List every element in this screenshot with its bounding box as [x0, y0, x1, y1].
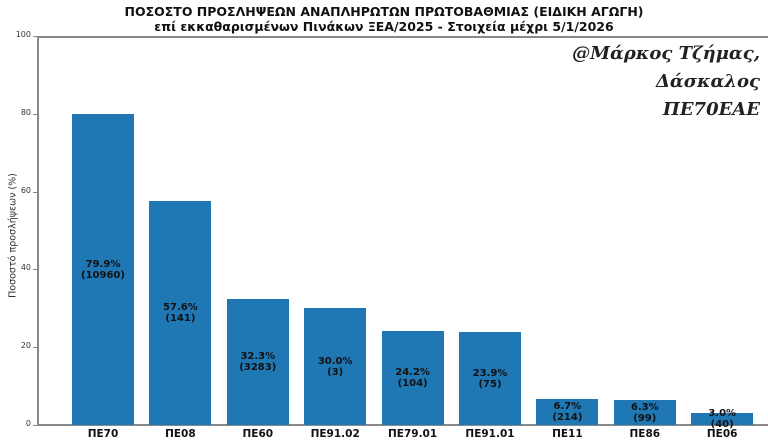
bar: [613, 400, 676, 425]
bar-count: (141): [165, 312, 196, 324]
bar: [459, 332, 521, 425]
bar-value-label: 6.7% (214): [536, 401, 598, 423]
bar: [226, 299, 289, 425]
bar: [536, 398, 599, 425]
author-title: Δάσκαλος ΠΕ70ΕΑΕ: [655, 71, 760, 120]
author-name: @Μάρκος Τζήμας,: [572, 43, 760, 64]
bar-percent: 79.9%: [85, 258, 121, 270]
bar: [72, 114, 134, 425]
bar-count: (10960): [81, 269, 125, 281]
y-tick-label: 60: [20, 185, 31, 195]
y-axis: [37, 36, 39, 425]
x-tick-label: ΠΕ11: [552, 428, 583, 440]
bar-percent: 57.6%: [163, 301, 198, 313]
x-tick-label: ΠΕ91.01: [465, 428, 515, 440]
x-tick-label: ΠΕ79.01: [388, 428, 438, 440]
y-tick: [33, 347, 37, 349]
y-tick-label: 0: [25, 419, 31, 428]
y-tick-label: 40: [20, 263, 31, 273]
bar-count: (104): [397, 377, 428, 389]
plot-frame-top: [37, 36, 768, 38]
bar-count: (3): [327, 366, 344, 378]
bar-percent: 24.2%: [395, 366, 430, 378]
y-tick: [33, 113, 37, 115]
y-tick: [33, 36, 37, 37]
bar-count: (99): [633, 412, 657, 424]
y-tick-label: 100: [15, 30, 31, 39]
x-tick-label: ΠΕ91.02: [310, 428, 360, 440]
bar-count: (214): [552, 411, 583, 423]
x-tick-label: ΠΕ60: [242, 428, 274, 440]
y-tick: [33, 425, 37, 426]
y-tick-label: 80: [20, 107, 31, 117]
y-tick-label: 20: [20, 341, 31, 351]
x-tick-label: ΠΕ70: [87, 428, 119, 440]
bar-count: (75): [478, 378, 502, 390]
x-tick-label: ΠΕ86: [629, 428, 661, 440]
bar-value-label: 24.2% (104): [382, 367, 444, 389]
bar-percent: 6.3%: [630, 401, 659, 413]
bar: [381, 330, 444, 425]
bar-value-label: 30.0% (3): [304, 356, 366, 378]
y-tick: [33, 191, 37, 193]
y-tick: [33, 269, 37, 271]
bar-percent: 32.3%: [240, 351, 276, 363]
x-tick-label: ΠΕ08: [165, 428, 196, 440]
bar-value-label: 6.3% (99): [614, 402, 676, 424]
chart-title: ΠΟΣΟΣΤΟ ΠΡΟΣΛΗΨΕΩΝ ΑΝΑΠΛΗΡΩΤΩΝ ΠΡΩΤΟΒΑΘΜ…: [124, 4, 644, 19]
bar-percent: 3.0%: [708, 408, 737, 420]
bar-value-label: 57.6% (141): [149, 302, 211, 324]
chart-subtitle: επί εκκαθαρισμένων Πινάκων ΞΕΑ/2025 - Στ…: [154, 19, 614, 34]
bar-percent: 23.9%: [472, 367, 508, 379]
bar: [149, 200, 212, 425]
bar-percent: 30.0%: [317, 355, 353, 367]
y-axis-label: Ποσοστό προσλήψεων (%): [7, 173, 19, 298]
bar-count: (40): [710, 419, 734, 431]
author-annotation: @Μάρκος Τζήμας, Δάσκαλος ΠΕ70ΕΑΕ: [560, 40, 768, 124]
bar-value-label: 23.9% (75): [459, 368, 521, 390]
x-tick-label: ΠΕ06: [706, 428, 738, 440]
bar-value-label: 79.9% (10960): [72, 259, 134, 281]
bar-percent: 6.7%: [553, 400, 582, 412]
bar: [691, 413, 754, 425]
bar-value-label: 32.3% (3283): [227, 351, 289, 373]
bar-value-label: 3.0% (40): [691, 408, 753, 430]
bar: [304, 308, 367, 425]
bar-count: (3283): [239, 362, 277, 374]
